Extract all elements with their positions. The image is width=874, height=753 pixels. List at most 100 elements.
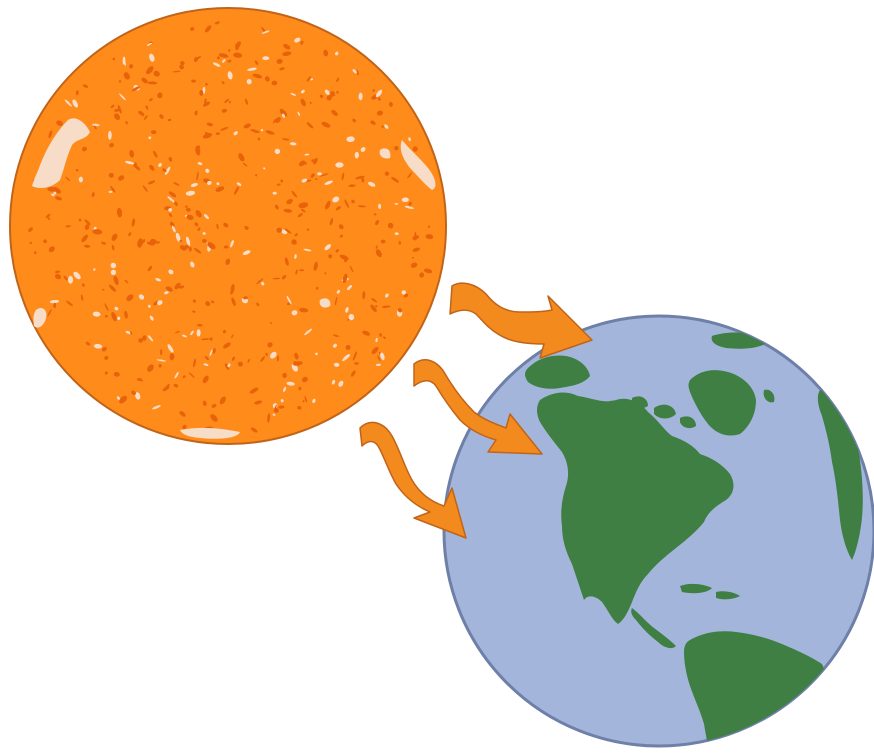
sun-spot — [165, 286, 173, 292]
sun-spot — [256, 278, 264, 285]
sun-spot — [110, 269, 117, 276]
sun-spot — [111, 311, 117, 322]
arctic-island — [654, 404, 676, 419]
sun-spot — [84, 219, 91, 226]
sun-spot — [202, 400, 207, 407]
sun-spot — [250, 129, 260, 134]
sun-spot — [47, 308, 52, 317]
sun-spot — [274, 204, 279, 210]
sun-spot — [169, 353, 175, 361]
sun-spot — [117, 104, 122, 114]
sun-spot — [223, 222, 229, 228]
sun-spot — [142, 335, 147, 341]
sun-spot — [83, 244, 91, 248]
sun-spot — [276, 58, 283, 64]
sun-spot — [309, 101, 312, 104]
sun-spot — [310, 78, 313, 81]
sun-spot — [294, 352, 299, 360]
sun-spot — [228, 48, 231, 52]
sun-spot — [335, 162, 344, 168]
sun-spot — [297, 405, 302, 410]
sun-spot — [252, 73, 263, 79]
sun-spot — [216, 223, 219, 230]
sun-spot — [118, 80, 122, 83]
sun-spot — [108, 130, 112, 140]
sun-spot — [75, 168, 79, 172]
sun-spot — [205, 301, 211, 307]
sun-spot — [218, 53, 229, 58]
sun-spot — [84, 224, 90, 230]
sun-spot — [195, 210, 202, 218]
sun-spot — [55, 270, 60, 274]
sun-spot — [404, 205, 414, 209]
sun-bright-patches — [32, 118, 436, 439]
sun-spot — [280, 179, 284, 183]
sun-spot — [65, 176, 71, 182]
sun-spot — [339, 254, 349, 261]
sun-spot — [401, 197, 409, 203]
sun-spot — [398, 240, 402, 245]
sun-spot — [143, 115, 148, 120]
sun-spot — [304, 153, 310, 156]
sun-spot — [202, 375, 209, 384]
sun-spot — [350, 370, 356, 377]
sun-spot — [349, 265, 354, 273]
sun-spot — [272, 413, 276, 416]
sun-spot — [352, 351, 358, 361]
sun-spot — [182, 334, 187, 338]
sun-spot — [149, 164, 155, 171]
sun-spot — [146, 241, 155, 246]
sun-spot — [102, 288, 105, 291]
sun-spot — [384, 171, 390, 176]
sun-spot — [215, 132, 221, 136]
sun-spot — [370, 120, 376, 125]
sun-spot — [93, 343, 103, 349]
sun-spot — [192, 310, 196, 313]
sun-spot — [254, 400, 263, 405]
sun-spot — [286, 295, 292, 305]
sun-spot — [250, 427, 258, 433]
sun-spot — [242, 162, 248, 167]
sun-spot — [225, 258, 231, 266]
sun-spot — [93, 125, 97, 130]
sun-spot — [282, 51, 292, 57]
sun-spot — [412, 257, 415, 259]
sun-spot — [158, 163, 162, 167]
sun-spot — [227, 71, 233, 80]
sun-spot — [291, 239, 297, 245]
sun-spot — [167, 344, 174, 353]
sun-spot — [300, 98, 306, 107]
sun-spot — [223, 342, 231, 349]
sun-spot — [261, 30, 270, 34]
sun-spot — [333, 362, 340, 367]
sun-spot — [315, 286, 319, 290]
sun-spot — [331, 379, 336, 385]
sun-spot — [170, 221, 175, 228]
south-america-landmass — [684, 631, 825, 746]
sun-spot — [149, 53, 155, 62]
sun-spot — [220, 127, 229, 131]
sun-spot — [104, 371, 108, 375]
sun-spot — [246, 79, 252, 85]
sun-spot — [92, 311, 101, 317]
caribbean-island — [680, 583, 712, 594]
sun-spot — [138, 294, 145, 300]
sun-spot — [203, 363, 209, 366]
sun-spot — [78, 218, 82, 222]
sun-bright-patch — [319, 298, 331, 308]
sun-spot — [329, 218, 334, 226]
sun-spot — [159, 114, 164, 119]
sun-spot — [168, 269, 174, 275]
sun-spot — [131, 86, 140, 92]
sun-spot — [423, 268, 433, 274]
sun-spot — [104, 303, 109, 312]
sun-spot — [339, 234, 343, 238]
sun-spot — [356, 69, 359, 76]
sun-spot — [412, 247, 420, 252]
sun-spot — [43, 239, 47, 244]
sun-spot — [270, 321, 272, 325]
sun-spot — [236, 182, 242, 187]
sun-spot — [173, 182, 180, 186]
sun-spot — [179, 239, 183, 243]
